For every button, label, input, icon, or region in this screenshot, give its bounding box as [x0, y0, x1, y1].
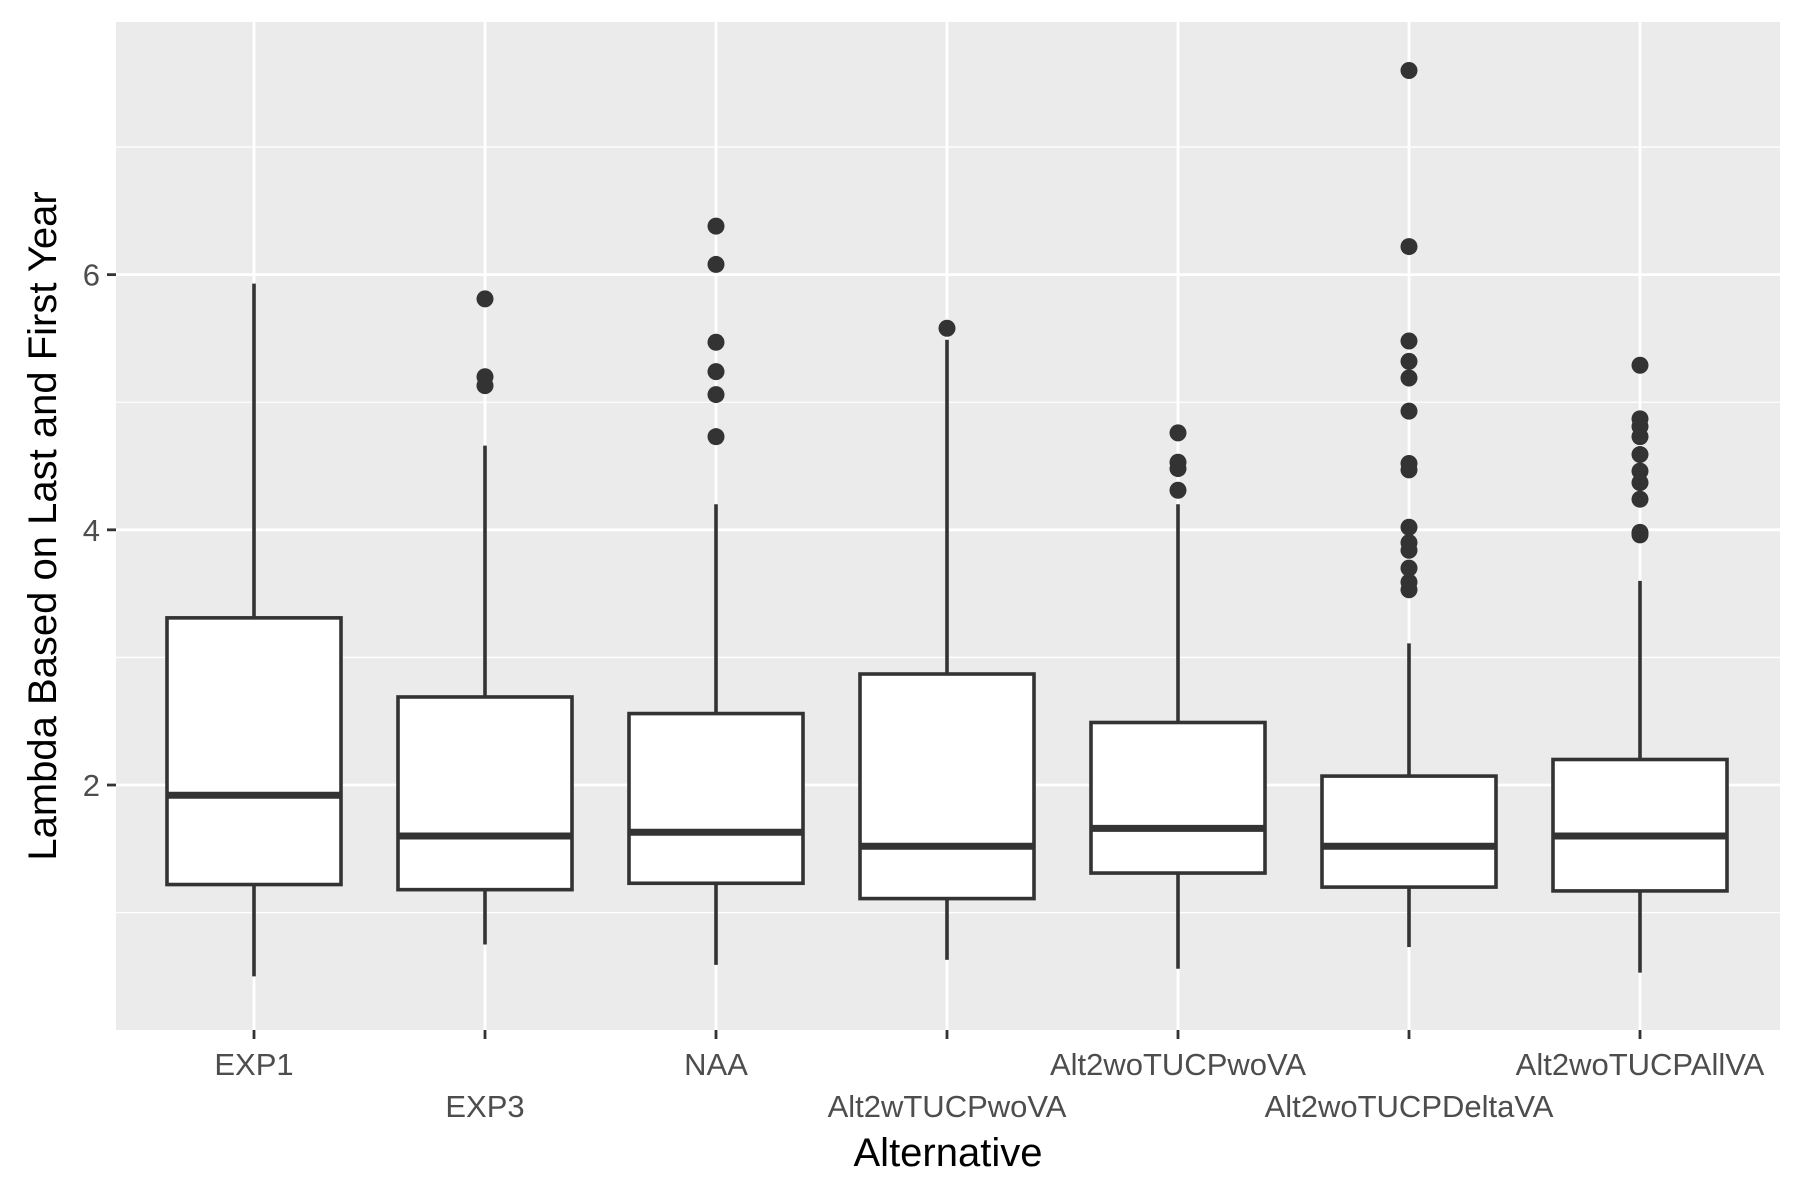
- x-tick-label: EXP3: [445, 1089, 524, 1124]
- y-tick-label: 4: [83, 513, 100, 548]
- y-axis: 2 4 6: [83, 258, 116, 803]
- box-Alt2wTUCPwoVA: [858, 319, 1036, 960]
- outlier-point: [476, 368, 494, 386]
- outlier-point: [707, 363, 725, 381]
- x-tick-label: NAA: [684, 1047, 748, 1082]
- outlier-point: [707, 217, 725, 235]
- box-Alt2woTUCPwoVA: [1089, 424, 1267, 969]
- y-axis-title: Lambda Based on Last and First Year: [21, 191, 65, 860]
- outlier-point: [1631, 462, 1649, 480]
- outlier-point: [1169, 481, 1187, 499]
- y-tick-label: 6: [83, 258, 100, 293]
- iqr-box: [396, 695, 574, 892]
- box-EXP1: [165, 283, 343, 977]
- outlier-point: [1400, 518, 1418, 536]
- box-EXP3: [396, 290, 574, 945]
- outlier-point: [1631, 446, 1649, 464]
- x-tick-label: Alt2wTUCPwoVA: [828, 1089, 1067, 1124]
- iqr-box: [1320, 774, 1498, 889]
- outlier-point: [707, 255, 725, 273]
- outlier-point: [1631, 490, 1649, 508]
- outlier-point: [1400, 369, 1418, 387]
- x-tick-label: Alt2woTUCPDeltaVA: [1265, 1089, 1554, 1124]
- outlier-point: [476, 290, 494, 308]
- outlier-point: [1400, 534, 1418, 552]
- iqr-box: [858, 672, 1036, 901]
- outlier-point: [1169, 424, 1187, 442]
- outlier-point: [1400, 402, 1418, 420]
- outlier-point: [1400, 559, 1418, 577]
- outlier-point: [707, 428, 725, 446]
- outlier-point: [1400, 352, 1418, 370]
- x-tick-label: Alt2woTUCPAllVA: [1516, 1047, 1765, 1082]
- box-NAA: [627, 217, 805, 965]
- iqr-box: [627, 711, 805, 886]
- outlier-point: [1631, 356, 1649, 374]
- outlier-point: [1400, 61, 1418, 79]
- outlier-point: [707, 386, 725, 404]
- iqr-box: [165, 616, 343, 887]
- y-tick-label: 2: [83, 768, 100, 803]
- outlier-point: [1400, 238, 1418, 256]
- outlier-point: [938, 319, 956, 337]
- box-Alt2woTUCPAllVA: [1551, 356, 1729, 973]
- outlier-point: [707, 333, 725, 351]
- outlier-point: [1631, 410, 1649, 428]
- x-axis: EXP1 EXP3 NAA Alt2wTUCPwoVA Alt2woTUCPwoVA Al…: [214, 1030, 1765, 1124]
- x-tick-label: EXP1: [214, 1047, 293, 1082]
- outlier-point: [1631, 523, 1649, 541]
- iqr-box: [1089, 720, 1267, 875]
- outlier-point: [1400, 573, 1418, 591]
- x-axis-title: Alternative: [854, 1131, 1043, 1175]
- box-Alt2woTUCPDeltaVA: [1320, 61, 1498, 948]
- iqr-box: [1551, 757, 1729, 893]
- x-tick-label: Alt2woTUCPwoVA: [1050, 1047, 1306, 1082]
- outlier-point: [1400, 332, 1418, 350]
- outlier-point: [1169, 453, 1187, 471]
- boxes-layer: [165, 61, 1729, 977]
- outlier-point: [1400, 454, 1418, 472]
